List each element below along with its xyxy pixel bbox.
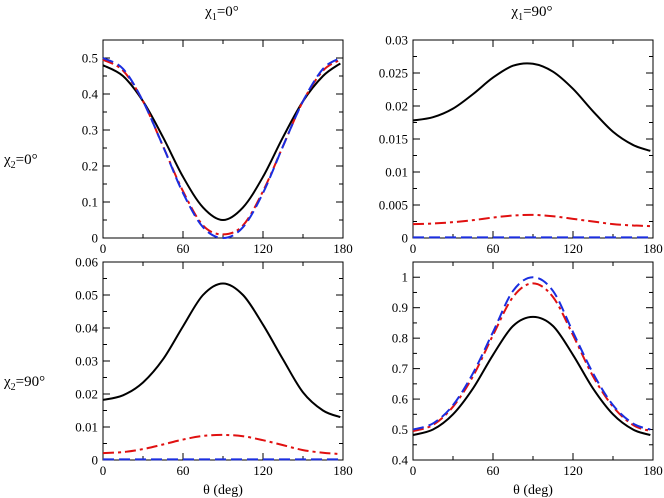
y-tick-label: 0 <box>92 453 99 468</box>
y-tick-label: 0.06 <box>75 255 98 270</box>
y-tick-label: 0.025 <box>379 66 408 81</box>
series-line-dash-dot <box>412 213 651 228</box>
x-tick-label: 0 <box>100 463 107 478</box>
y-tick-label: 0.04 <box>75 321 98 336</box>
panel-2: 0 60 120 180 0 0.005 0.01 0.015 0.02 0.025 0.03 <box>379 33 663 257</box>
panels: 0 60 120 180 0 0.1 0.2 0.3 0.4 0.5 0 60 120 180 0 0.005… <box>75 33 663 498</box>
series-line-dashed <box>412 276 651 431</box>
plot-frame <box>412 261 654 461</box>
row-title-value: =0° <box>16 152 38 168</box>
x-tick-label: 180 <box>643 241 663 256</box>
series-line-solid <box>102 282 341 419</box>
series-line-dash-dot <box>102 58 341 236</box>
row-title-symbol: χ <box>3 152 11 168</box>
row-title-symbol: χ <box>3 374 11 390</box>
x-tick-label: 60 <box>177 241 190 256</box>
y-tick-label: 0.6 <box>392 392 409 407</box>
y-tick-label: 0 <box>92 231 99 246</box>
panel-1: 0 60 120 180 0 0.1 0.2 0.3 0.4 0.5 <box>82 39 353 256</box>
col-title-subscript: 1 <box>518 12 523 23</box>
y-tick-label: 0.02 <box>75 387 98 402</box>
y-tick-label: 0.2 <box>82 159 98 174</box>
y-tick-label: 0.05 <box>75 288 98 303</box>
y-tick-label: 0.5 <box>392 422 408 437</box>
y-tick-label: 0.4 <box>82 87 99 102</box>
x-tick-label: 60 <box>177 463 190 478</box>
x-tick-label: 120 <box>253 241 273 256</box>
row-title-value: =90° <box>16 374 45 390</box>
x-axis-label: θ (deg) <box>513 483 553 498</box>
x-tick-label: 180 <box>333 241 353 256</box>
y-tick-label: 0.03 <box>75 354 98 369</box>
series-line-solid <box>412 62 651 152</box>
y-tick-label: 1 <box>402 270 409 285</box>
y-tick-label: 0.8 <box>392 331 408 346</box>
y-tick-label: 0.005 <box>379 198 408 213</box>
series-line-dash-dot <box>412 282 651 433</box>
y-tick-label: 0.5 <box>82 51 98 66</box>
row-title-subscript: 2 <box>11 382 16 393</box>
y-tick-label: 0 <box>402 231 409 246</box>
plot-frame <box>102 39 344 239</box>
x-tick-label: 120 <box>253 463 273 478</box>
x-tick-label: 120 <box>563 241 583 256</box>
plot-frame <box>412 39 654 239</box>
col-title-symbol: χ <box>204 4 212 20</box>
y-tick-label: 0.015 <box>379 132 408 147</box>
series-line-dashed <box>102 57 341 240</box>
x-tick-label: 0 <box>410 463 417 478</box>
y-tick-label: 0.3 <box>82 123 98 138</box>
y-tick-label: 0.1 <box>82 195 98 210</box>
row-title-chi2-90: χ2=90° <box>3 374 45 393</box>
y-tick-label: 0.4 <box>392 453 409 468</box>
col-title-subscript: 1 <box>212 12 217 23</box>
panel-3: 0 60 120 180 0 0.01 0.02 0.03 0.04 0.05 0.06 θ (deg… <box>75 255 353 498</box>
x-tick-label: 60 <box>487 463 500 478</box>
plot-frame <box>102 261 344 461</box>
x-tick-label: 180 <box>333 463 353 478</box>
column-title-chi1-0: χ1=0° <box>204 4 239 23</box>
x-tick-label: 60 <box>487 241 500 256</box>
y-tick-label: 0.7 <box>392 361 409 376</box>
row-title-subscript: 2 <box>11 160 16 171</box>
series-line-solid <box>102 62 341 222</box>
y-tick-label: 0.01 <box>385 165 408 180</box>
column-title-chi1-90: χ1=90° <box>510 4 552 23</box>
row-title-chi2-0: χ2=0° <box>3 152 38 171</box>
series-line-dash-dot <box>102 433 341 456</box>
y-tick-label: 0.03 <box>385 33 408 48</box>
y-tick-label: 0.9 <box>392 300 408 315</box>
col-title-value: =0° <box>217 4 239 20</box>
x-axis-label: θ (deg) <box>203 483 243 498</box>
series-line-solid <box>412 315 651 436</box>
x-tick-label: 120 <box>563 463 583 478</box>
panel-4: 0 60 120 180 0.4 0.5 0.6 0.7 0.8 0.9 1 θ (deg) <box>392 261 663 498</box>
col-title-value: =90° <box>523 4 552 20</box>
col-title-symbol: χ <box>510 4 518 20</box>
y-tick-label: 0.01 <box>75 420 98 435</box>
x-tick-label: 0 <box>100 241 107 256</box>
y-tick-label: 0.02 <box>385 99 408 114</box>
x-tick-label: 0 <box>410 241 417 256</box>
x-tick-label: 180 <box>643 463 663 478</box>
